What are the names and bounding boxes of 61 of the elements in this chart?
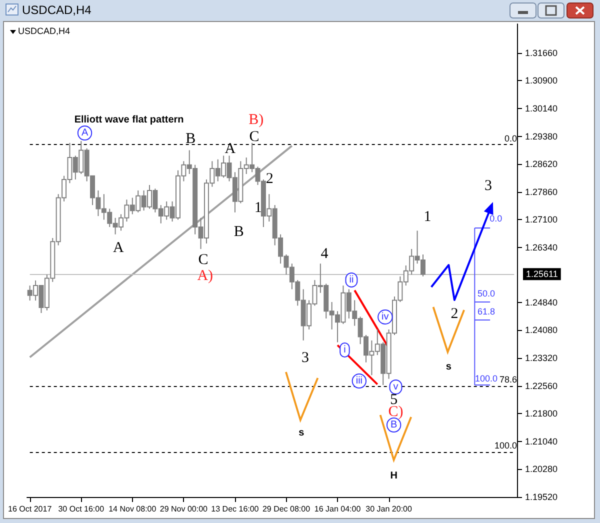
annotation: s <box>446 362 452 372</box>
annotation: B) <box>248 112 264 128</box>
annotation: B <box>234 224 244 240</box>
annotation: A <box>113 240 124 256</box>
y-tick-label: 1.28620 <box>525 159 558 170</box>
annotation: 1 <box>424 209 432 225</box>
annotation: 3 <box>302 350 310 366</box>
annotation: ii <box>349 274 354 286</box>
x-tick-label: 30 Jan 20:00 <box>366 504 412 514</box>
annotation: 50.0 <box>478 288 496 298</box>
y-tick-label: 1.30900 <box>525 76 558 86</box>
annotation: A) <box>197 268 214 284</box>
annotation: A <box>224 141 236 157</box>
y-tick-label: 1.21800 <box>525 408 558 419</box>
y-tick-label: 1.24840 <box>525 297 558 308</box>
y-tick-label: 1.22560 <box>525 380 558 391</box>
annotation: 2 <box>450 306 458 322</box>
y-tick-label: 1.19520 <box>525 492 558 502</box>
annotation: 78.6 <box>499 374 517 384</box>
y-tick-label: 1.23320 <box>525 352 558 363</box>
ref-line-label: 1.25611 <box>526 269 558 280</box>
annotation: C <box>249 129 260 145</box>
y-tick-label: 1.31660 <box>525 48 558 58</box>
annotation: 61.8 <box>478 306 496 316</box>
x-tick-label: 30 Oct 16:00 <box>58 504 105 514</box>
y-tick-label: 1.20280 <box>525 464 558 474</box>
annotation: B <box>390 420 398 430</box>
y-tick-label: 1.21040 <box>525 436 558 446</box>
annotation: 100.0 <box>494 440 517 450</box>
annotation: 4 <box>320 246 329 262</box>
x-tick-label: 29 Dec 08:00 <box>262 504 311 514</box>
y-tick-label: 1.27100 <box>525 214 558 225</box>
x-tick-label: 14 Nov 08:00 <box>108 504 157 514</box>
annotation: 2 <box>266 171 274 187</box>
y-tick-label: 1.27860 <box>525 186 558 197</box>
chart-subtitle: USDCAD,H4 <box>18 26 70 36</box>
annotation: iii <box>356 376 363 386</box>
x-tick-label: 16 Jan 04:00 <box>314 504 362 514</box>
annotation: s <box>298 428 305 438</box>
annotation: Elliott wave flat pattern <box>74 114 184 126</box>
y-tick-label: 1.26340 <box>525 242 558 253</box>
annotation: 3 <box>484 178 492 194</box>
annotation: A <box>81 128 88 138</box>
annotation: B <box>186 131 196 147</box>
annotation: i <box>344 344 346 356</box>
x-tick-label: 29 Nov 00:00 <box>160 504 208 514</box>
annotation: C) <box>388 404 404 420</box>
annotation: H <box>390 470 398 482</box>
annotation: 1 <box>254 200 262 216</box>
annotation: iv <box>382 312 389 322</box>
x-tick-label: 16 Oct 2017 <box>8 504 52 514</box>
y-tick-label: 1.24080 <box>525 325 558 336</box>
annotation: v <box>393 382 398 392</box>
annotation: 100.0 <box>475 374 498 384</box>
chart-title: USDCAD,H4 <box>22 3 92 17</box>
annotation: 0.0 <box>490 214 502 224</box>
x-tick-label: 13 Dec 16:00 <box>211 504 260 514</box>
annotation: C <box>198 252 208 268</box>
y-tick-label: 1.30140 <box>525 104 558 114</box>
annotation: 0.0 <box>504 134 517 144</box>
y-tick-label: 1.29380 <box>525 131 558 142</box>
